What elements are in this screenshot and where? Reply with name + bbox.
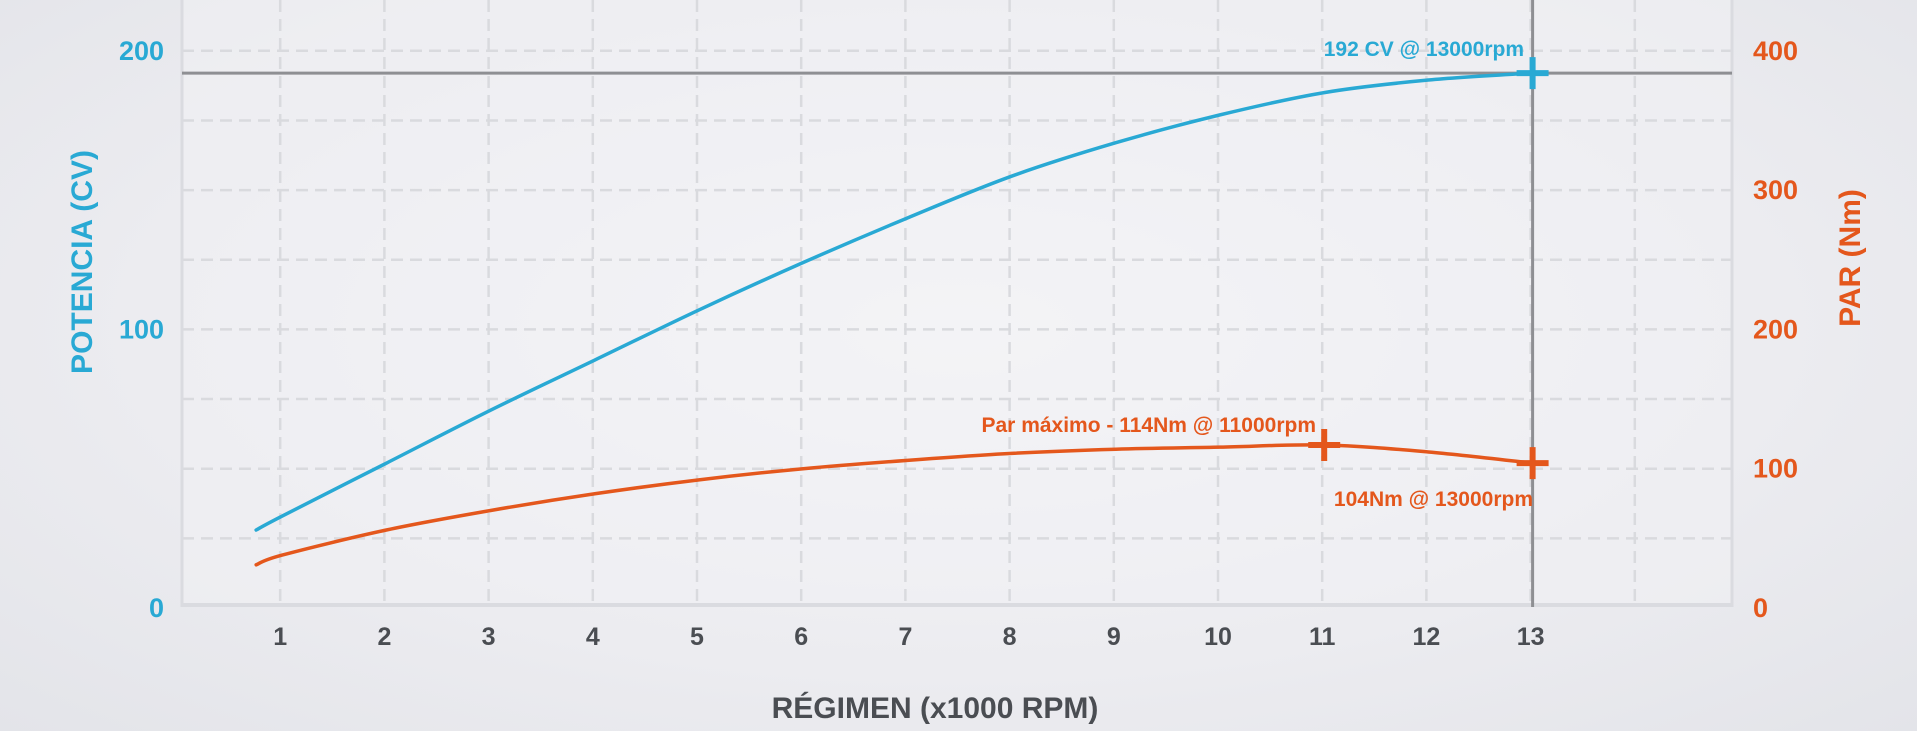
left-tick-label: 100 bbox=[119, 314, 164, 344]
right-tick-label: 200 bbox=[1753, 314, 1798, 344]
left-axis-title: POTENCIA (CV) bbox=[66, 150, 99, 374]
left-tick-label: 0 bbox=[149, 593, 164, 623]
max-torque-label: Par máximo - 114Nm @ 11000rpm bbox=[982, 414, 1317, 437]
plot-area bbox=[182, 0, 1732, 607]
right-tick-label: 0 bbox=[1753, 593, 1768, 623]
left-axis-ticks: 0 100 200 bbox=[119, 36, 164, 623]
annotation-points bbox=[1308, 57, 1549, 480]
max-power-marker bbox=[1516, 57, 1549, 90]
right-axis-title: PAR (Nm) bbox=[1834, 189, 1867, 327]
x-tick-label: 1 bbox=[273, 623, 287, 651]
x-axis-ticks: 1 2 3 4 5 6 7 8 9 10 11 12 13 bbox=[273, 623, 1544, 651]
x-tick-label: 2 bbox=[377, 623, 391, 651]
torque-13000-marker bbox=[1516, 447, 1549, 480]
x-tick-label: 12 bbox=[1412, 623, 1440, 651]
x-tick-label: 9 bbox=[1107, 623, 1121, 651]
x-tick-label: 5 bbox=[690, 623, 704, 651]
left-tick-label: 200 bbox=[119, 36, 164, 66]
marker-lines bbox=[182, 0, 1732, 607]
right-tick-label: 400 bbox=[1753, 36, 1798, 66]
x-tick-label: 3 bbox=[482, 623, 496, 651]
max-power-label: 192 CV @ 13000rpm bbox=[1324, 38, 1524, 61]
right-axis-ticks: 0 100 200 300 400 bbox=[1753, 36, 1798, 623]
x-tick-label: 8 bbox=[1003, 623, 1017, 651]
grid bbox=[182, 0, 1732, 607]
x-tick-label: 4 bbox=[586, 623, 600, 651]
right-tick-label: 300 bbox=[1753, 175, 1798, 205]
power-curve bbox=[254, 71, 1535, 532]
x-axis-title: RÉGIMEN (x1000 RPM) bbox=[772, 691, 1099, 725]
torque-13000-label: 104Nm @ 13000rpm bbox=[1334, 488, 1533, 511]
x-tick-label: 11 bbox=[1309, 623, 1336, 651]
max-torque-marker bbox=[1308, 429, 1341, 462]
x-tick-label: 13 bbox=[1517, 623, 1545, 651]
x-tick-label: 7 bbox=[898, 623, 912, 651]
right-tick-label: 100 bbox=[1753, 454, 1798, 484]
x-tick-label: 10 bbox=[1204, 623, 1232, 651]
x-tick-label: 6 bbox=[794, 623, 808, 651]
